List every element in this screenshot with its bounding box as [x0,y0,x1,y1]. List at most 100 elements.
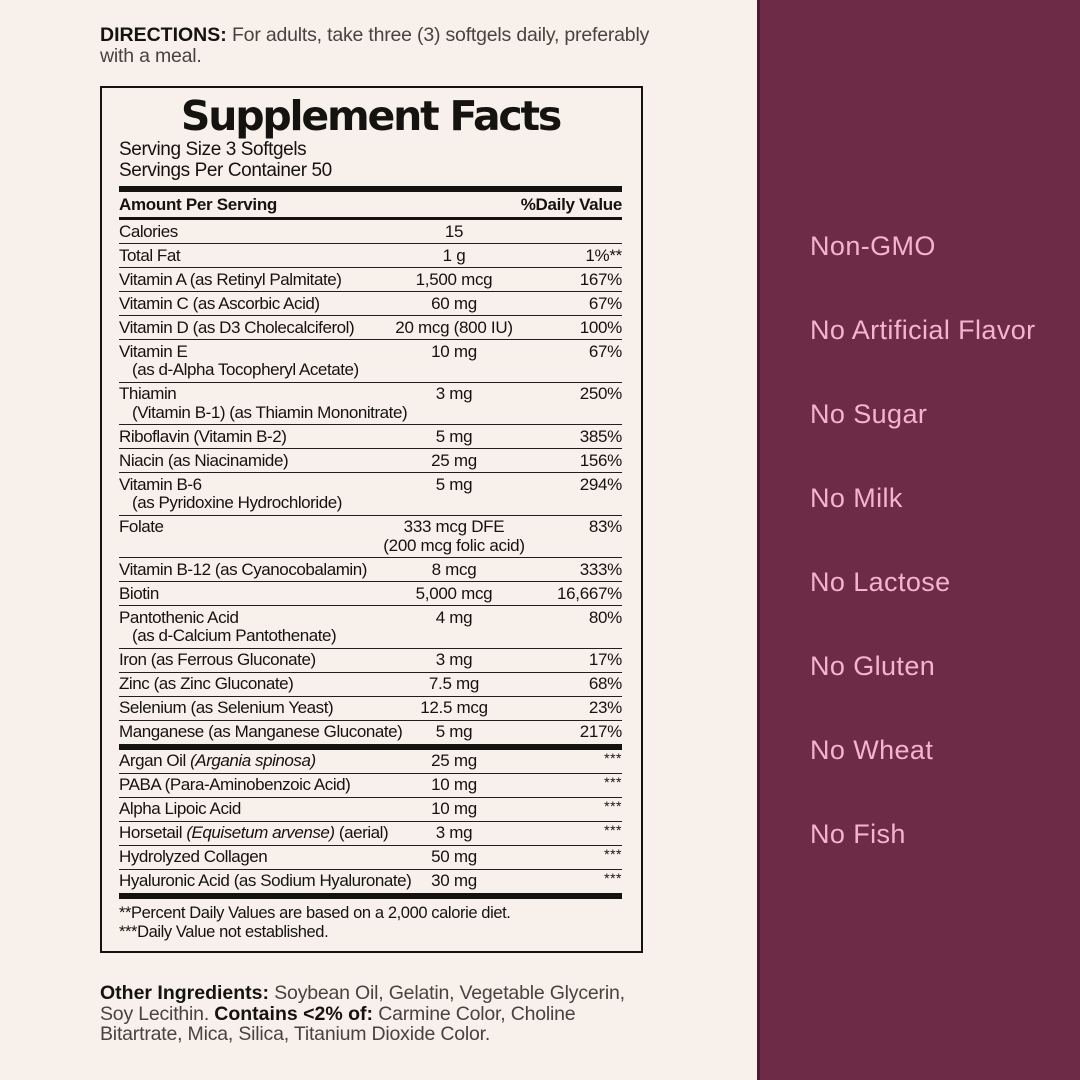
nutrient-row: Thiamin 3 mg 250% (Vitamin B-1) (as Thiamin… [119,383,622,425]
nutrient-daily-value: *** [604,774,622,790]
nutrient-amount: 3 mg [435,823,473,842]
nutrient-row: Vitamin D (as D3 Cholecalciferol) 20 mcg … [119,316,622,340]
nutrient-name-sub: (as Pyridoxine Hydrochloride) [132,493,342,512]
claims-panel: Non-GMO No Artificial Flavor No Sugar No Mi… [757,0,1080,1080]
directions-text: DIRECTIONS: For adults, take three (3) s… [100,25,658,66]
nutrient-amount: 10 mg [431,341,477,361]
nutrient-name: Selenium (as Selenium Yeast) [119,698,334,717]
nutrient-name: Calories [119,221,178,241]
label-left-panel: DIRECTIONS: For adults, take three (3) s… [100,24,658,1045]
nutrient-amount: 3 mg [435,384,473,403]
nutrient-name: Niacin (as Niacinamide) [119,450,289,470]
nutrient-amount: 3 mg [435,650,473,669]
nutrient-row: Zinc (as Zinc Gluconate) 7.5 mg 68% [119,673,622,697]
nutrient-name: Vitamin B-6 [119,474,202,494]
nutrient-daily-value: 80% [588,607,622,627]
nutrient-daily-value: 100% [579,317,623,337]
nutrient-daily-value: 385% [579,426,623,446]
nutrient-rows: Calories 15 Total Fat 1 g 1%** Vitamin A (as … [119,220,622,899]
nutrient-amount: 5,000 mcg [415,583,493,603]
nutrient-amount: 5 mg [435,426,473,446]
nutrient-name: Total Fat [119,245,181,265]
supplement-facts-title: Supplement Facts [180,92,562,140]
nutrient-row: Hyaluronic Acid (as Sodium Hyaluronate) 3… [119,870,622,899]
nutrient-name: Iron (as Ferrous Gluconate) [119,650,316,669]
nutrient-daily-value: 83% [588,517,622,536]
nutrient-name: Vitamin D (as D3 Cholecalciferol) [119,317,355,337]
supplement-facts-panel: Supplement Facts Serving Size 3 Softgels… [100,86,643,953]
nutrient-row: Selenium (as Selenium Yeast) 12.5 mcg 23% [119,697,622,721]
nutrient-daily-value: 333% [579,559,623,579]
other-ingredients-body1: Soybean Oil, Gelatin, Vegetable Glycerin… [100,982,625,1025]
nutrient-amount: 50 mg [431,847,477,866]
nutrient-amount: 1,500 mcg [415,269,493,289]
divider-thick [119,186,622,192]
nutrient-row: Pantothenic Acid 4 mg 80% (as d-Calcium Pan… [119,606,622,649]
claim-text: No Wheat [810,735,934,765]
nutrient-amount: 20 mcg (800 IU) [395,317,513,337]
nutrient-name: Vitamin A (as Retinyl Palmitate) [119,269,342,289]
nutrient-row: Vitamin B-6 5 mg 294% (as Pyridoxine Hydroc… [119,473,622,516]
nutrient-daily-value: *** [604,870,622,886]
nutrient-name-sub: (as d-Calcium Pantothenate) [132,626,337,645]
claim-text: Non-GMO [810,231,936,261]
nutrient-name: Zinc (as Zinc Gluconate) [119,674,294,693]
nutrient-daily-value: 294% [579,474,623,494]
nutrient-amount: 5 mg [435,474,473,494]
nutrient-row: Calories 15 [119,220,622,244]
nutrient-name: Vitamin E [119,341,188,361]
nutrient-name: Hyaluronic Acid (as Sodium Hyaluronate) [119,871,412,890]
nutrient-name: Pantothenic Acid [119,607,239,627]
nutrient-daily-value: 17% [588,650,622,669]
nutrient-row: Folate 333 mcg DFE 83% (200 mcg folic acid) [119,516,622,558]
nutrient-name: Horsetail (Equisetum arvense) (aerial) [119,823,389,842]
nutrient-daily-value: *** [604,798,622,814]
facts-header-row: Amount Per Serving %Daily Value [119,192,622,217]
nutrient-daily-value: 1%** [585,245,622,265]
nutrient-daily-value: *** [604,846,622,862]
nutrient-daily-value: 167% [579,269,623,289]
other-ingredients-label: Other Ingredients: [100,982,270,1004]
nutrient-row: Vitamin C (as Ascorbic Acid) 60 mg 67% [119,292,622,316]
nutrient-daily-value: 217% [579,722,623,741]
nutrient-amount: 25 mg [431,751,477,770]
nutrient-row: Biotin 5,000 mcg 16,667% [119,582,622,606]
nutrient-daily-value: *** [604,822,622,838]
claim-text: No Sugar [810,399,928,429]
nutrient-amount: 8 mcg [431,559,477,579]
nutrient-amount: 4 mg [435,607,473,627]
directions-label: DIRECTIONS: [100,24,227,46]
nutrient-daily-value: 156% [579,450,623,470]
nutrient-amount-sub: (200 mcg folic acid) [383,535,525,555]
nutrient-name: Biotin [119,583,159,603]
nutrient-amount: 10 mg [431,775,477,794]
nutrient-name: Thiamin [119,384,177,403]
nutrient-row: Vitamin B-12 (as Cyanocobalamin) 8 mcg 333… [119,558,622,582]
other-ingredients-body2: Carmine Color, Choline Bitartrate, Mica,… [100,1002,576,1045]
nutrient-daily-value: 67% [588,341,622,361]
nutrient-row: Iron (as Ferrous Gluconate) 3 mg 17% [119,649,622,673]
nutrient-name: PABA (Para-Aminobenzoic Acid) [119,775,351,794]
claim-text: No Fish [810,819,906,849]
nutrient-name-sub: (Vitamin B-1) (as Thiamin Mononitrate) [132,402,408,422]
nutrient-row: Total Fat 1 g 1%** [119,244,622,268]
nutrient-row: Horsetail (Equisetum arvense) (aerial) 3 … [119,822,622,846]
nutrient-amount: 7.5 mg [428,674,480,693]
nutrient-amount: 5 mg [435,722,473,741]
nutrient-name: Folate [119,517,164,536]
nutrient-daily-value: 68% [588,674,622,693]
nutrient-name: Vitamin C (as Ascorbic Acid) [119,293,320,313]
nutrient-amount: 12.5 mcg [420,698,488,717]
claim-text: No Gluten [810,651,936,681]
nutrient-daily-value: 67% [588,293,622,313]
footnote-daily-values: **Percent Daily Values are based on a 2,… [119,903,511,922]
nutrient-amount: 333 mcg DFE [403,517,505,536]
divider-medium [119,217,622,220]
nutrient-row: Hydrolyzed Collagen 50 mg *** [119,846,622,870]
nutrient-amount: 15 [444,221,464,241]
nutrient-amount: 30 mg [431,871,477,890]
footnote-not-established: ***Daily Value not established. [119,922,329,941]
nutrient-row: PABA (Para-Aminobenzoic Acid) 10 mg *** [119,774,622,798]
nutrient-name: Vitamin B-12 (as Cyanocobalamin) [119,559,367,579]
